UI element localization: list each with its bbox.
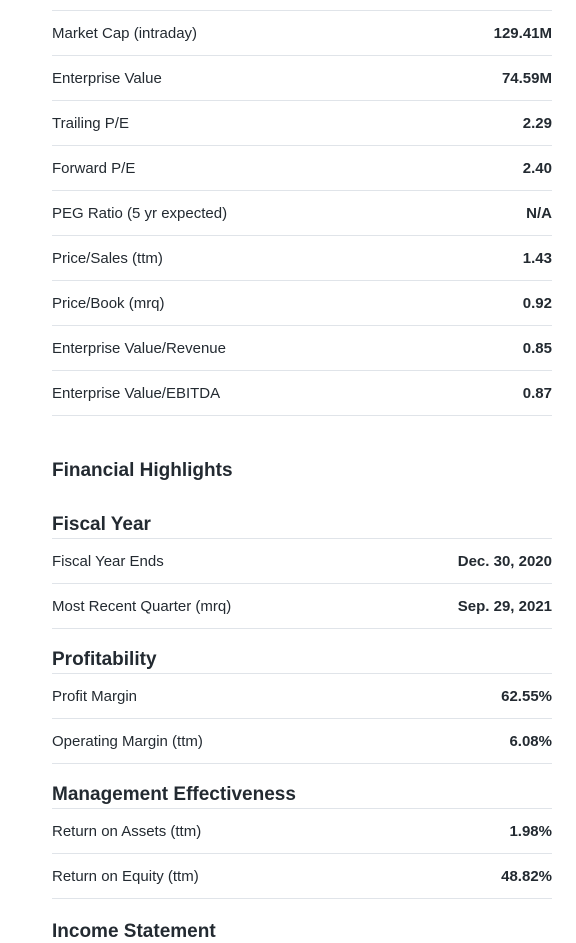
table-row: Operating Margin (ttm) 6.08% [52,719,552,764]
row-label: Forward P/E [52,159,136,177]
row-label: Profit Margin [52,687,138,705]
row-label: Price/Sales (ttm) [52,249,163,267]
row-value: Dec. 30, 2020 [457,552,552,570]
row-value: 62.55% [501,687,552,705]
table-row: Forward P/E 2.40 [52,146,552,191]
row-label: Trailing P/E [52,114,129,132]
subsection-title-profitability: Profitability [52,643,552,674]
table-row: Price/Sales (ttm) 1.43 [52,236,552,281]
row-value: 0.87 [522,384,552,402]
row-label: Operating Margin (ttm) [52,732,203,750]
row-label: Most Recent Quarter (mrq) [52,597,232,615]
row-label: Price/Book (mrq) [52,294,165,312]
subsection-title-fiscal-year: Fiscal Year [52,508,552,539]
divider [52,0,552,11]
row-value: 2.29 [522,114,552,132]
subsection-title-management-effectiveness: Management Effectiveness [52,778,552,809]
row-value: Sep. 29, 2021 [457,597,552,615]
table-row: Enterprise Value/Revenue 0.85 [52,326,552,371]
statistics-panel: Market Cap (intraday) 129.41M Enterprise … [52,0,552,942]
row-value: 129.41M [493,24,552,42]
fiscal-year-section: Fiscal Year Fiscal Year Ends Dec. 30, 202… [52,508,552,629]
table-row: Return on Assets (ttm) 1.98% [52,809,552,854]
row-label: Enterprise Value/EBITDA [52,384,221,402]
row-label: PEG Ratio (5 yr expected) [52,204,228,222]
row-value: 0.92 [522,294,552,312]
table-row: Trailing P/E 2.29 [52,101,552,146]
table-row: Most Recent Quarter (mrq) Sep. 29, 2021 [52,584,552,629]
row-value: 1.43 [522,249,552,267]
subsection-title-income-statement: Income Statement [52,921,216,942]
row-label: Enterprise Value/Revenue [52,339,226,357]
profitability-section: Profitability Profit Margin 62.55% Operat… [52,643,552,764]
table-row: Enterprise Value 74.59M [52,56,552,101]
row-label: Return on Assets (ttm) [52,822,202,840]
table-row: Return on Equity (ttm) 48.82% [52,854,552,899]
row-value: 74.59M [501,69,552,87]
row-value: N/A [526,204,552,222]
row-value: 2.40 [522,159,552,177]
table-row: PEG Ratio (5 yr expected) N/A [52,191,552,236]
table-row: Price/Book (mrq) 0.92 [52,281,552,326]
row-value: 0.85 [522,339,552,357]
table-row: Market Cap (intraday) 129.41M [52,11,552,56]
row-label: Fiscal Year Ends [52,552,164,570]
table-row: Fiscal Year Ends Dec. 30, 2020 [52,539,552,584]
row-value: 1.98% [509,822,552,840]
row-label: Market Cap (intraday) [52,24,198,42]
management-effectiveness-section: Management Effectiveness Return on Asset… [52,778,552,899]
section-title-financial-highlights: Financial Highlights [52,460,233,481]
row-label: Return on Equity (ttm) [52,867,199,885]
valuation-measures-table: Market Cap (intraday) 129.41M Enterprise … [52,11,552,416]
row-label: Enterprise Value [52,69,162,87]
table-row: Enterprise Value/EBITDA 0.87 [52,371,552,416]
row-value: 6.08% [509,732,552,750]
table-row: Profit Margin 62.55% [52,674,552,719]
row-value: 48.82% [501,867,552,885]
